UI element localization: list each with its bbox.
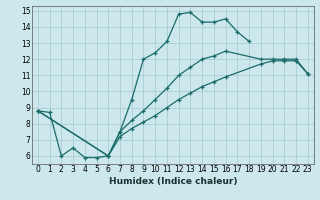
X-axis label: Humidex (Indice chaleur): Humidex (Indice chaleur) bbox=[108, 177, 237, 186]
